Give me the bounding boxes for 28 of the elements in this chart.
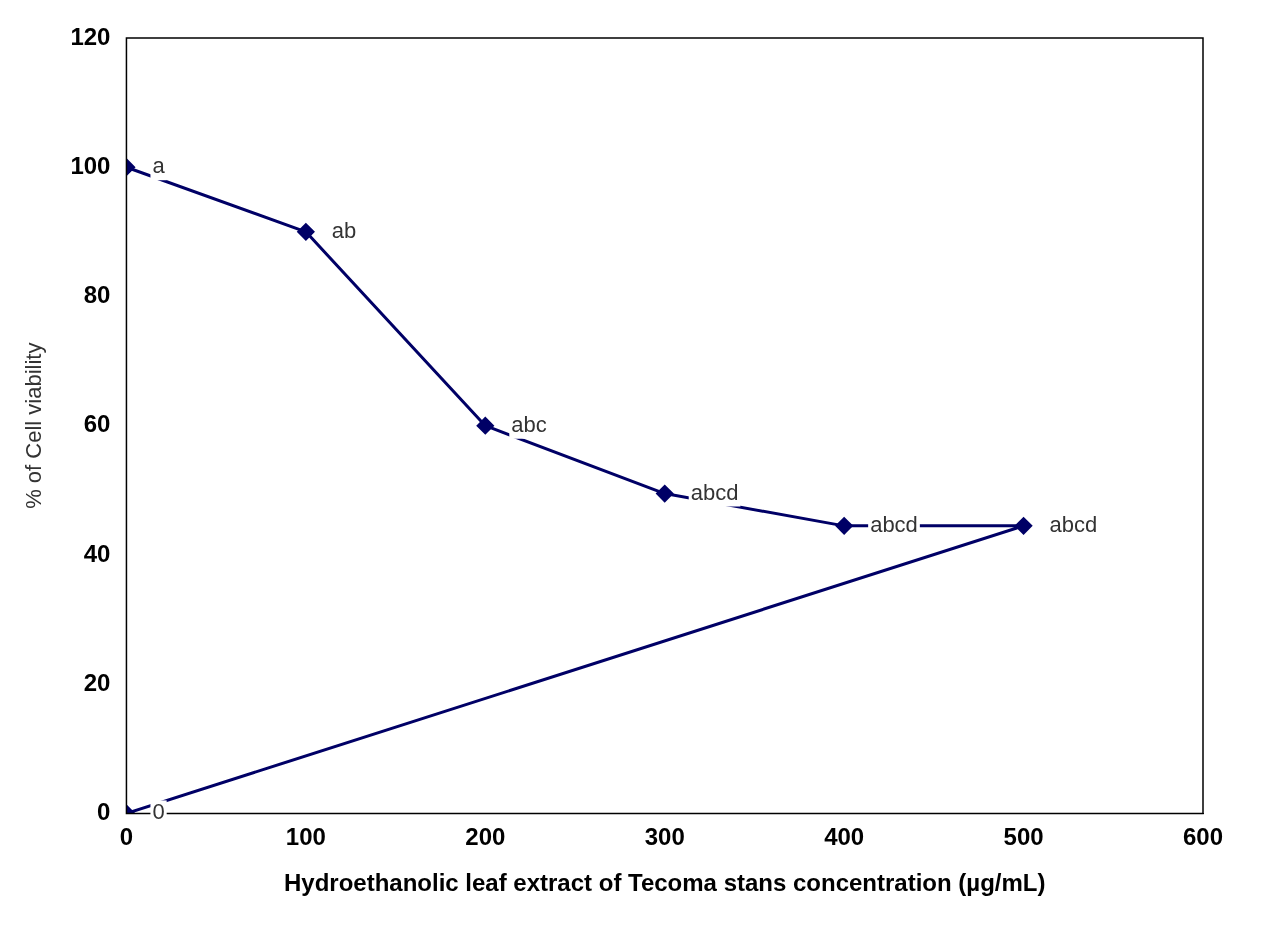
x-tick-label: 0 <box>119 823 134 851</box>
y-tick-label: 40 <box>83 539 111 567</box>
y-tick-label: 0 <box>97 798 111 826</box>
data-label: abcd <box>1049 511 1098 537</box>
data-label: 0 <box>152 799 165 825</box>
data-label: ab <box>331 217 357 243</box>
point <box>1015 517 1033 535</box>
y-tick-label: 80 <box>83 281 111 309</box>
point <box>835 517 853 535</box>
x-tick-label: 300 <box>644 823 685 851</box>
data-label: abcd <box>690 479 739 505</box>
y-axis-title: % of Cell viability <box>21 342 47 509</box>
x-tick-label: 400 <box>824 823 865 851</box>
point <box>656 485 674 503</box>
data-label: abcd <box>870 511 918 537</box>
x-tick-label: 600 <box>1182 823 1224 851</box>
x-tick-label: 100 <box>285 823 326 851</box>
data-label: a <box>152 153 166 179</box>
y-tick-label: 120 <box>70 22 111 50</box>
point <box>476 417 494 435</box>
y-tick-label: 60 <box>83 410 111 438</box>
x-tick-label: 500 <box>1003 823 1044 851</box>
x-axis-title: Hydroethanolic leaf extract of Tecoma stans concentration (µg/mL) <box>283 869 1046 897</box>
y-tick-label: 20 <box>83 668 111 696</box>
point <box>297 223 315 241</box>
x-tick-label: 200 <box>465 823 506 851</box>
y-tick-label: 100 <box>70 151 111 179</box>
data-label: abc <box>511 411 547 437</box>
